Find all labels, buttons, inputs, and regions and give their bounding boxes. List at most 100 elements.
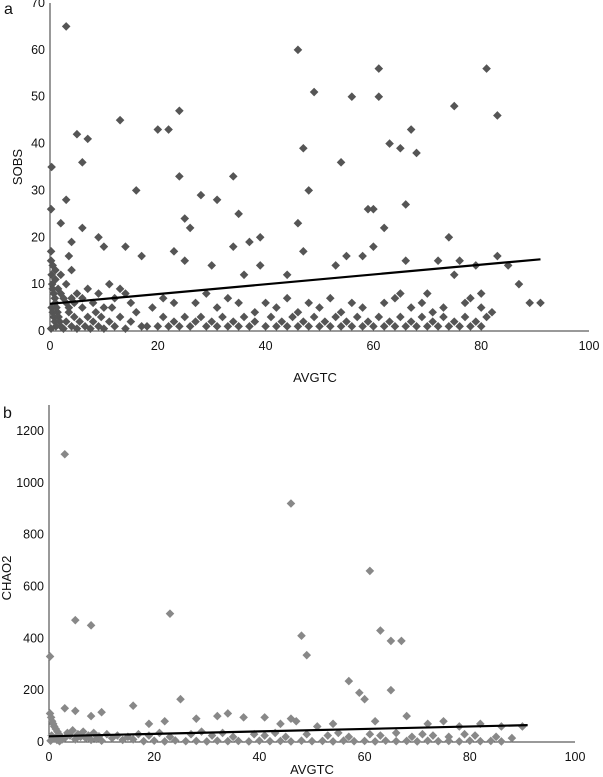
data-point — [86, 735, 96, 745]
data-point — [370, 716, 380, 726]
x-tick-label: 0 — [47, 339, 54, 353]
data-point — [433, 322, 443, 331]
panel-a-chart: a 0 10 20 30 40 50 60 70 0 20 40 60 80 100 SOBS AVGT… — [4, 0, 599, 385]
data-point — [255, 261, 265, 270]
data-point — [423, 322, 432, 331]
data-point — [46, 324, 56, 333]
data-point — [439, 303, 448, 312]
y-tick-label: 200 — [23, 683, 44, 697]
x-tick-label: 100 — [565, 750, 586, 764]
data-point — [358, 251, 367, 261]
data-point — [391, 728, 401, 738]
data-point — [104, 317, 114, 326]
data-point — [417, 312, 427, 322]
data-point — [239, 312, 249, 322]
data-point — [476, 289, 486, 298]
data-point — [56, 218, 66, 228]
data-point — [396, 289, 405, 298]
data-point — [86, 711, 96, 721]
trendline-b — [48, 724, 528, 738]
data-point — [260, 713, 269, 722]
data-point — [212, 195, 222, 205]
data-point — [104, 279, 114, 289]
y-axis-title-b: CHAO2 — [0, 556, 14, 601]
data-point — [244, 737, 254, 746]
data-point — [212, 322, 222, 331]
data-point — [460, 298, 470, 308]
data-point — [142, 322, 152, 331]
data-point — [60, 449, 70, 459]
data-point — [158, 312, 168, 322]
data-point — [175, 322, 184, 331]
data-point — [181, 736, 191, 746]
data-point — [344, 676, 354, 686]
data-point — [402, 711, 411, 721]
data-point — [412, 737, 422, 746]
data-point — [381, 736, 390, 746]
data-point — [213, 736, 222, 746]
data-point — [406, 125, 416, 134]
data-point — [83, 312, 93, 322]
data-point — [396, 312, 405, 322]
data-point — [369, 204, 378, 214]
data-point — [360, 736, 369, 746]
data-point — [369, 242, 378, 251]
x-tick-label: 40 — [259, 339, 273, 353]
y-tick-label: 10 — [31, 277, 45, 291]
data-point — [99, 324, 109, 333]
data-point — [96, 312, 106, 322]
data-point — [99, 242, 109, 251]
data-point — [390, 322, 400, 331]
data-point — [78, 727, 88, 736]
data-point — [363, 204, 373, 214]
data-point — [304, 322, 314, 331]
data-point — [153, 322, 163, 331]
x-tick-label: 60 — [366, 339, 380, 353]
data-point — [61, 279, 71, 289]
data-point — [286, 499, 296, 508]
data-point — [423, 719, 433, 729]
data-point — [344, 732, 354, 742]
data-point — [312, 722, 322, 731]
data-point — [144, 731, 154, 740]
data-point — [261, 322, 270, 331]
y-tick-label: 400 — [23, 631, 44, 645]
data-point — [207, 261, 216, 270]
data-point — [223, 736, 233, 746]
data-point — [180, 312, 190, 322]
data-point — [369, 322, 378, 331]
data-point — [186, 729, 196, 739]
x-tick-label: 20 — [151, 339, 165, 353]
data-point — [202, 322, 211, 331]
data-point — [56, 270, 66, 280]
data-point — [466, 322, 475, 331]
data-point — [406, 317, 416, 326]
x-axis-title-b: AVGTC — [290, 762, 334, 777]
data-point — [470, 731, 480, 740]
data-point — [97, 736, 106, 746]
data-point — [379, 322, 389, 331]
data-point — [412, 322, 421, 331]
data-point — [336, 307, 346, 317]
data-point — [176, 694, 185, 704]
data-point — [234, 322, 243, 331]
data-point — [347, 322, 357, 331]
data-point — [61, 317, 71, 326]
data-point — [418, 729, 427, 739]
x-tick-label: 0 — [46, 750, 53, 764]
data-point — [139, 736, 148, 746]
data-point — [180, 256, 190, 266]
data-point — [212, 303, 222, 312]
data-point — [507, 733, 517, 743]
data-point — [401, 256, 411, 266]
panel-label-a: a — [4, 1, 13, 18]
data-point — [302, 729, 312, 739]
data-point — [339, 736, 348, 746]
data-point — [115, 284, 125, 294]
data-point — [455, 322, 464, 331]
data-point — [423, 736, 433, 746]
data-point — [68, 726, 77, 735]
data-point — [379, 223, 389, 233]
data-point — [61, 22, 71, 31]
